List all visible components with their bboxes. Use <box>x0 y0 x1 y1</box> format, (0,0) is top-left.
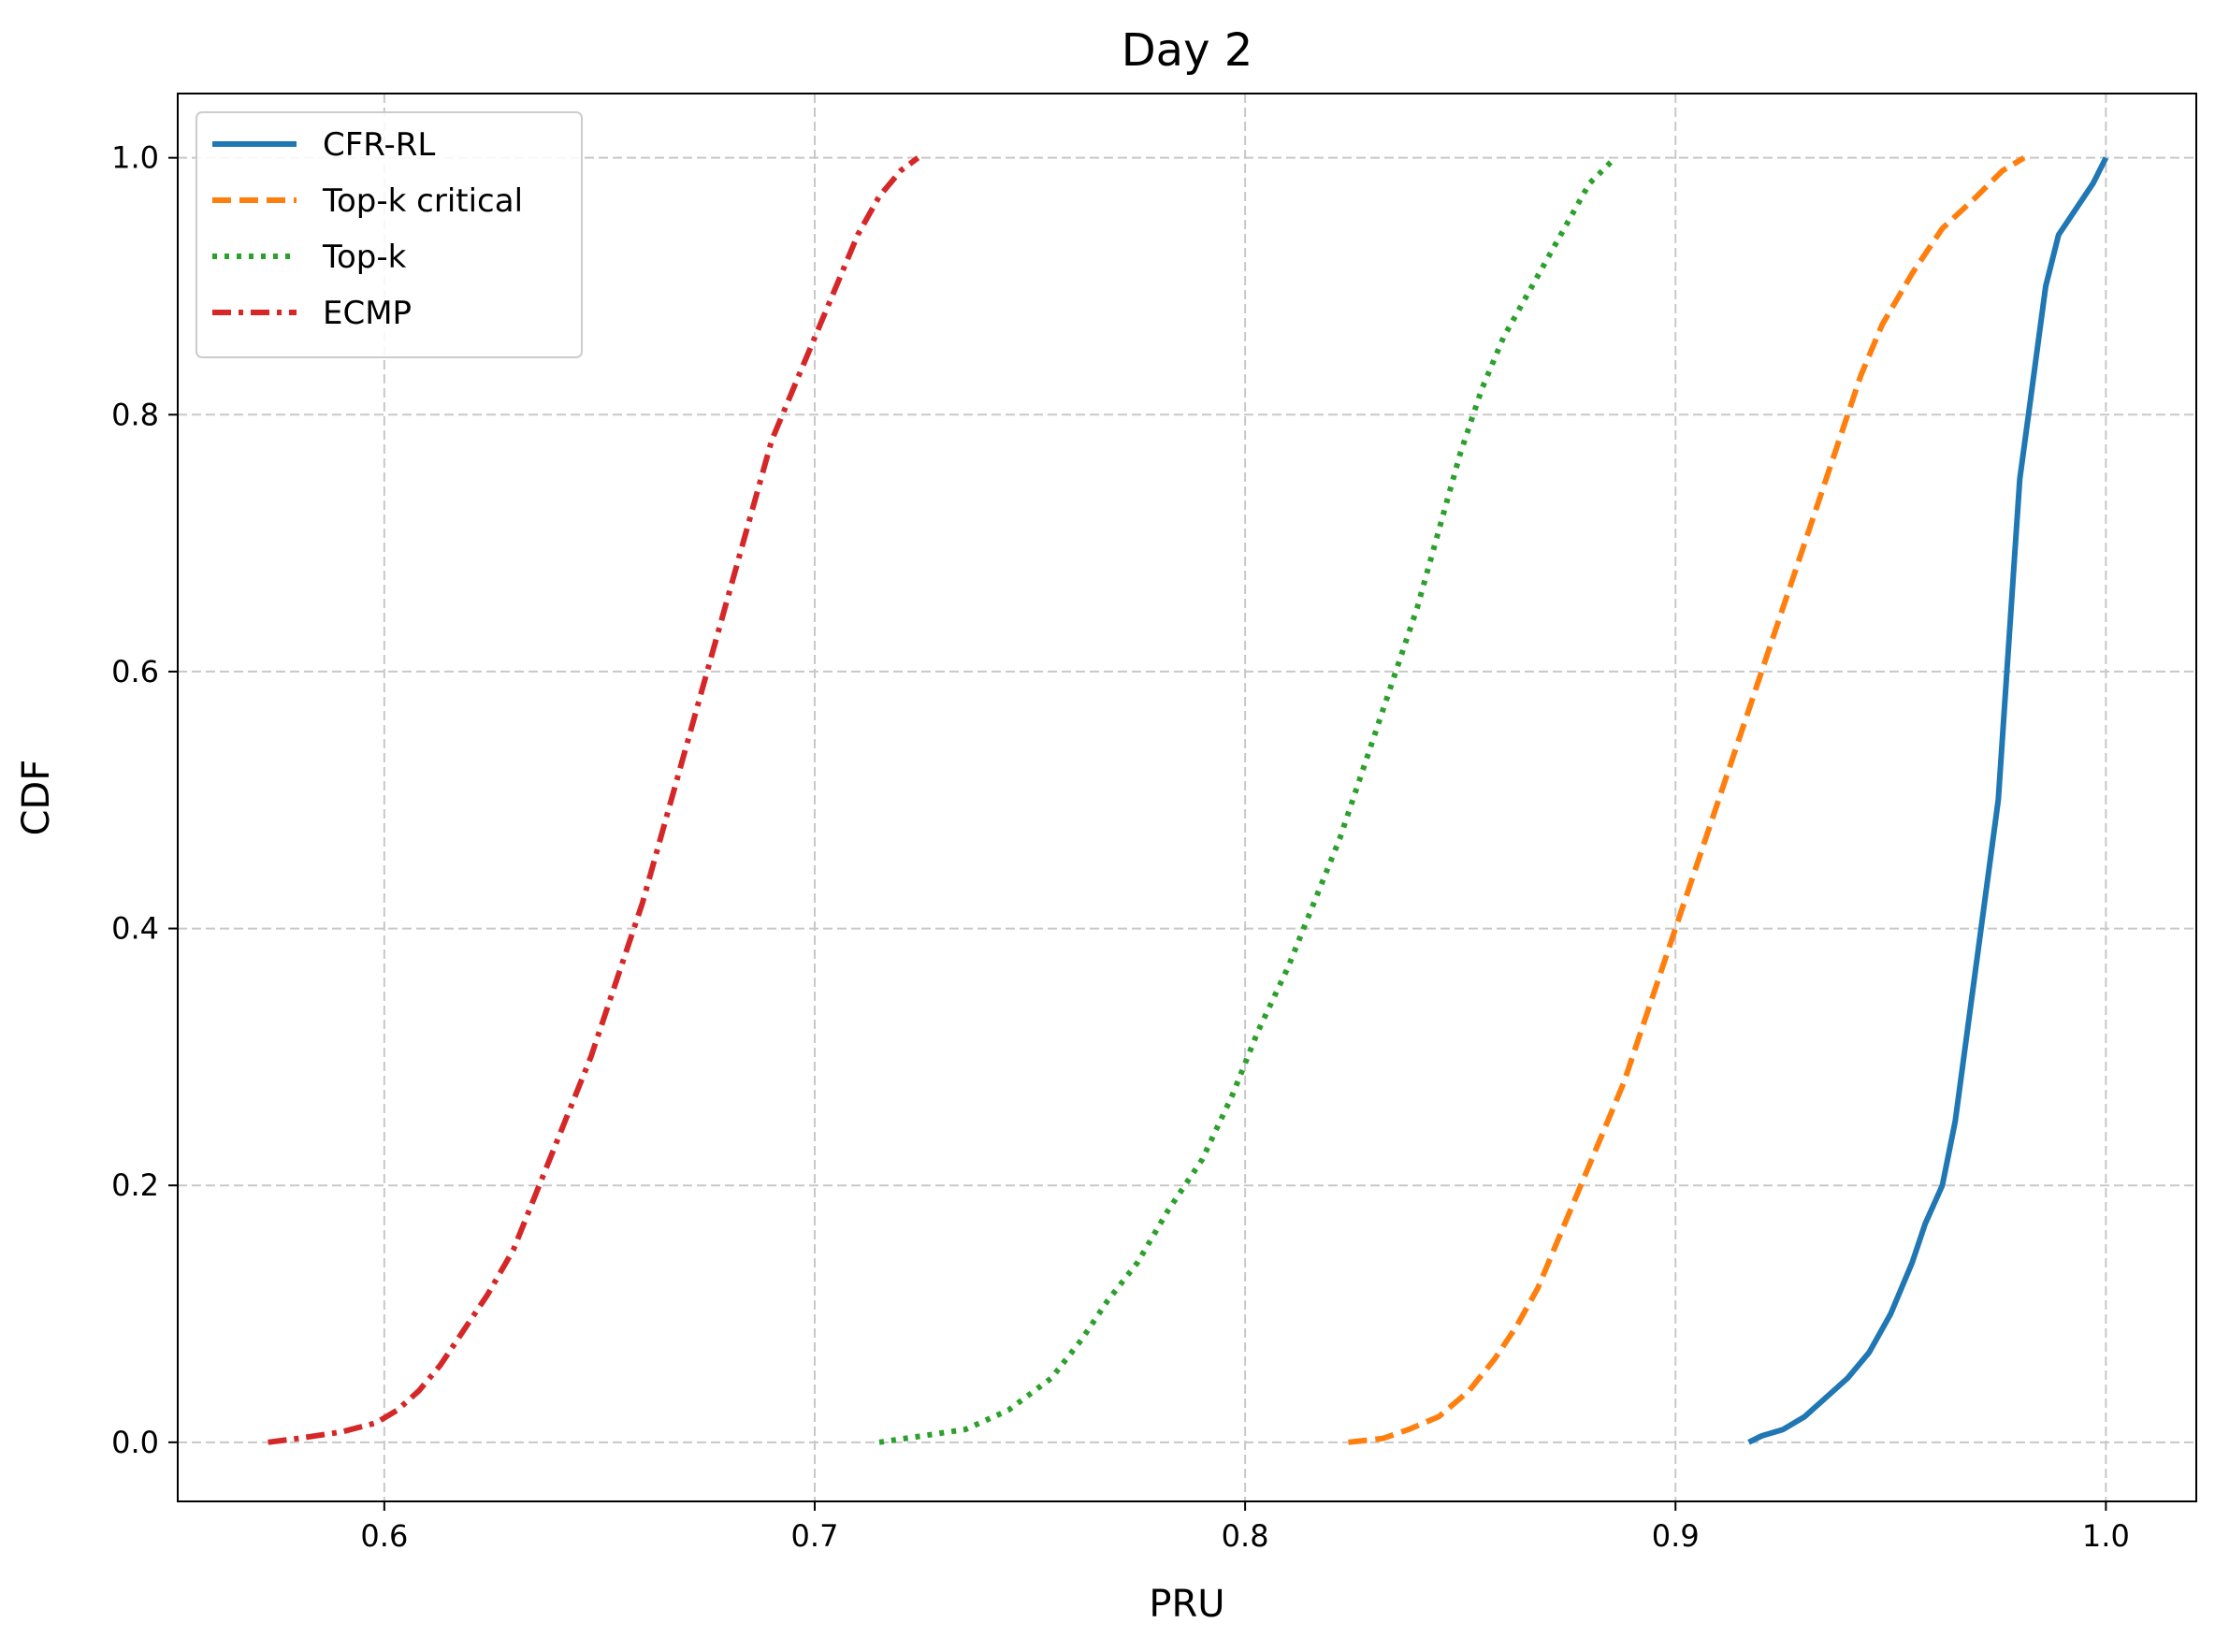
grid <box>178 94 2196 1501</box>
y-tick-label: 0.4 <box>111 911 159 947</box>
series-line-ecmp <box>268 155 920 1445</box>
plot-frame <box>177 93 2197 1502</box>
ticks: 0.6 0.7 0.8 0.9 1.0 0.0 0.2 0.4 0.6 0.8 1.0 <box>111 140 2130 1554</box>
y-tick-label: 1.0 <box>111 140 159 176</box>
x-tick-label: 0.9 <box>1652 1518 1700 1554</box>
series-line-cfr-rl <box>1747 156 2109 1445</box>
x-tick-label: 0.7 <box>791 1518 839 1554</box>
x-tick-label: 0.6 <box>360 1518 408 1554</box>
y-tick-label: 0.2 <box>111 1167 159 1203</box>
y-axis-title: CDF <box>15 760 58 836</box>
legend-box <box>195 111 583 358</box>
series-layer <box>268 155 2109 1445</box>
series-line-top-k-critical <box>1348 155 2026 1445</box>
legend-label: ECMP <box>323 295 412 332</box>
series-line-top-k <box>878 155 1617 1445</box>
y-tick-label: 0.6 <box>111 654 159 689</box>
chart-title: Day 2 <box>1122 24 1253 77</box>
x-axis-title: PRU <box>1149 1583 1224 1626</box>
legend: CFR-RL Top-k critical Top-k ECMP <box>195 111 583 358</box>
y-tick-label: 0.0 <box>111 1425 159 1460</box>
x-tick-label: 1.0 <box>2082 1518 2130 1554</box>
x-tick-label: 0.8 <box>1222 1518 1269 1554</box>
legend-label: Top-k <box>322 239 407 276</box>
legend-label: Top-k critical <box>322 182 523 220</box>
y-tick-label: 0.8 <box>111 397 159 432</box>
legend-label: CFR-RL <box>323 126 435 164</box>
